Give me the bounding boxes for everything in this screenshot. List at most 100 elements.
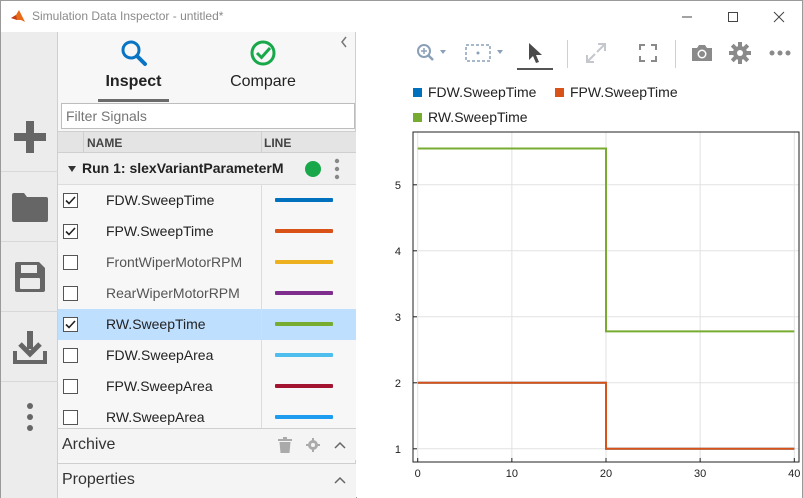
legend-item: RW.SweepTime xyxy=(413,109,528,125)
line-color-swatch[interactable] xyxy=(275,291,333,295)
add-icon xyxy=(13,120,46,153)
signal-checkbox[interactable] xyxy=(63,193,78,208)
matlab-logo-icon xyxy=(11,10,25,22)
check-circle-icon xyxy=(250,40,276,66)
export-button[interactable] xyxy=(1,312,58,382)
fullscreen-icon xyxy=(639,44,657,62)
signal-checkbox[interactable] xyxy=(63,224,78,239)
signal-checkbox[interactable] xyxy=(63,317,78,332)
signal-row[interactable]: FPW.SweepArea xyxy=(58,371,356,402)
tab-inspect[interactable]: Inspect xyxy=(98,32,169,102)
line-color-swatch[interactable] xyxy=(275,415,333,419)
line-color-swatch[interactable] xyxy=(275,229,333,233)
legend-swatch xyxy=(555,88,564,97)
download-icon xyxy=(12,330,47,364)
minimize-button[interactable] xyxy=(664,1,710,32)
signal-row[interactable]: FPW.SweepTime xyxy=(58,216,356,247)
signal-checkbox[interactable] xyxy=(63,410,78,425)
plot-area: FDW.SweepTime FPW.SweepTime RW.SweepTime… xyxy=(357,32,802,498)
fit-to-view-button[interactable] xyxy=(461,38,509,68)
left-toolbar xyxy=(1,32,58,498)
collapse-panel-icon[interactable] xyxy=(340,36,348,51)
save-button[interactable] xyxy=(1,242,58,312)
x-tick-label: 10 xyxy=(506,468,518,480)
properties-section[interactable]: Properties xyxy=(58,463,356,498)
filter-signals-input[interactable] xyxy=(61,103,355,129)
line-color-swatch[interactable] xyxy=(275,353,333,357)
signal-name: RearWiperMotorRPM xyxy=(106,285,240,301)
legend-item: FDW.SweepTime xyxy=(413,84,536,100)
signal-row[interactable]: FDW.SweepArea xyxy=(58,340,356,371)
signal-name: RW.SweepTime xyxy=(106,316,206,332)
signal-name: RW.SweepArea xyxy=(106,409,205,425)
title-bar: Simulation Data Inspector - untitled* xyxy=(1,1,802,32)
settings-button[interactable] xyxy=(725,38,755,68)
close-button[interactable] xyxy=(756,1,802,32)
fullscreen-button[interactable] xyxy=(633,38,663,68)
line-color-swatch[interactable] xyxy=(275,322,333,326)
more-button[interactable] xyxy=(765,38,795,68)
zoom-button[interactable] xyxy=(413,38,453,68)
run-row[interactable]: Run 1: slexVariantParameterM xyxy=(58,153,356,185)
signal-name: FPW.SweepArea xyxy=(106,378,213,394)
signal-plot[interactable]: 0 10 20 30 40 1 2 3 4 5 xyxy=(357,32,802,498)
signal-checkbox[interactable] xyxy=(63,286,78,301)
series-line xyxy=(417,381,795,450)
maximize-button[interactable] xyxy=(710,1,756,32)
snapshot-button[interactable] xyxy=(687,38,717,68)
run-options-icon[interactable] xyxy=(334,158,340,180)
run-label: Run 1: slexVariantParameterM xyxy=(82,160,284,176)
search-icon xyxy=(121,40,147,66)
tab-compare-label: Compare xyxy=(230,73,296,90)
open-button[interactable] xyxy=(1,172,58,242)
expand-triangle-icon[interactable] xyxy=(67,165,77,173)
chevron-up-icon[interactable] xyxy=(334,476,346,484)
signal-row-selected[interactable]: RW.SweepTime xyxy=(58,309,356,340)
signal-checkbox[interactable] xyxy=(63,348,78,363)
column-header-line[interactable]: LINE xyxy=(264,136,292,150)
y-tick-label: 4 xyxy=(395,246,401,258)
chevron-up-icon[interactable] xyxy=(334,441,346,449)
column-header-name[interactable]: NAME xyxy=(87,136,123,150)
new-button[interactable] xyxy=(1,102,58,172)
more-vertical-icon xyxy=(26,403,33,431)
more-horizontal-icon xyxy=(769,50,791,56)
signal-row[interactable]: FDW.SweepTime xyxy=(58,185,356,216)
y-tick-label: 3 xyxy=(395,312,401,324)
legend-label: FPW.SweepTime xyxy=(570,84,678,100)
line-color-swatch[interactable] xyxy=(275,384,333,388)
signal-row[interactable]: RW.SweepArea xyxy=(58,402,356,428)
signal-name: FPW.SweepTime xyxy=(106,223,214,239)
cursor-icon xyxy=(529,43,542,63)
more-options-button[interactable] xyxy=(1,382,58,452)
x-tick-label: 30 xyxy=(694,468,706,480)
signal-checkbox[interactable] xyxy=(63,379,78,394)
archive-section[interactable]: Archive xyxy=(58,428,356,460)
run-status-icon xyxy=(305,161,321,177)
signal-checkbox[interactable] xyxy=(63,255,78,270)
active-tab-indicator xyxy=(98,99,169,102)
tab-compare[interactable]: Compare xyxy=(218,32,308,102)
y-tick-label: 5 xyxy=(395,180,401,192)
signal-list: FDW.SweepTime FPW.SweepTime FrontWiperMo… xyxy=(58,185,356,428)
signal-name: FrontWiperMotorRPM xyxy=(106,254,243,270)
series-line xyxy=(417,147,795,333)
line-color-swatch[interactable] xyxy=(275,198,333,202)
properties-label: Properties xyxy=(62,471,135,488)
cursor-button[interactable] xyxy=(517,38,553,70)
fit-to-view-icon xyxy=(465,44,503,62)
gear-icon[interactable] xyxy=(306,438,320,452)
signal-name: FDW.SweepArea xyxy=(106,347,214,363)
x-tick-label: 40 xyxy=(788,468,800,480)
expand-icon xyxy=(586,43,606,63)
line-color-swatch[interactable] xyxy=(275,260,333,264)
expand-button[interactable] xyxy=(581,38,611,68)
legend-label: RW.SweepTime xyxy=(428,109,528,125)
y-tick-label: 1 xyxy=(395,444,401,456)
archive-label: Archive xyxy=(62,436,116,453)
save-icon xyxy=(14,261,45,292)
signal-row[interactable]: RearWiperMotorRPM xyxy=(58,278,356,309)
signal-row[interactable]: FrontWiperMotorRPM xyxy=(58,247,356,278)
trash-icon[interactable] xyxy=(278,437,292,453)
